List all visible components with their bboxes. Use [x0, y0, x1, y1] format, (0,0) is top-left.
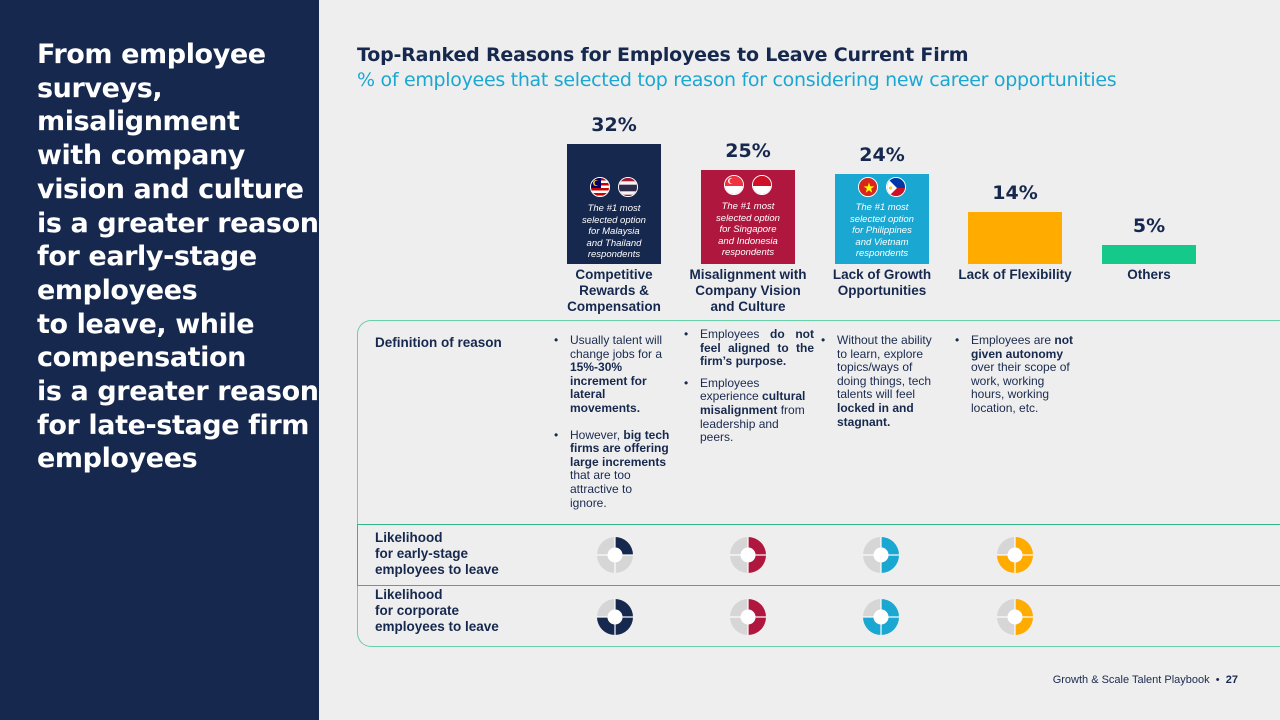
footer-separator: •: [1215, 674, 1220, 686]
donut-hole: [1007, 547, 1023, 563]
singapore-flag-icon: [724, 175, 744, 196]
value-label: 24%: [859, 144, 905, 166]
footer-text: Growth & Scale Talent Playbook: [1052, 674, 1210, 686]
bar-competitive-rewards: The #1 most selected option for Malaysia…: [567, 144, 661, 264]
likelihood-early-misalignment: [730, 537, 767, 573]
early-stage-row: [357, 524, 1280, 586]
likelihood-corporate-lack-of-flexibility: [997, 599, 1034, 635]
likelihood-early-lack-of-growth: [863, 537, 900, 573]
headline-line: is a greater reason: [37, 376, 319, 408]
donut-hole: [740, 609, 756, 625]
category-label: Lack of Flexibility: [958, 267, 1072, 282]
value-label: 14%: [992, 181, 1038, 204]
headline-line: for early-stage: [37, 241, 257, 273]
headline-line: vision and culture: [37, 173, 304, 205]
category-label: Lack of Growth Opportunities: [832, 267, 932, 298]
headline-line: with company: [37, 140, 245, 172]
donut-hole: [607, 547, 623, 563]
donut-hole: [607, 609, 623, 625]
headline: From employee surveys, misalignment with…: [37, 38, 319, 476]
value-label: 5%: [1132, 215, 1166, 238]
donut-segment: [615, 537, 633, 555]
headline-line: is a greater reason: [37, 207, 319, 239]
likelihood-corporate-lack-of-growth: [863, 599, 899, 635]
footer: Growth & Scale Talent Playbook • 27: [1053, 674, 1238, 686]
definition-bullet: However, big tech firms are offering lar…: [554, 428, 672, 511]
donut-hole: [873, 609, 889, 625]
headline-line: employees: [37, 274, 198, 306]
headline-line: for late-stage firm: [37, 409, 309, 441]
category-label: Competitive Rewards & Compensation: [567, 267, 661, 314]
definition-competitive-rewards: Usually talent will change jobs for a 15…: [554, 333, 672, 523]
indonesia-flag-icon: [752, 175, 772, 196]
chart-title: Top-Ranked Reasons for Employees to Leav…: [357, 44, 969, 66]
headline-line: misalignment: [37, 106, 240, 138]
likelihood-corporate-misalignment: [730, 599, 767, 635]
category-label: Misalignment with Company Vision and Cul…: [689, 267, 807, 314]
category-label: Others: [1127, 267, 1171, 282]
malaysia-flag-icon: [590, 177, 610, 197]
definition-table: [357, 320, 1280, 647]
left-panel: From employee surveys, misalignment with…: [0, 0, 319, 720]
headline-line: employees: [37, 443, 198, 475]
headline-line: surveys,: [37, 72, 163, 104]
definition-bullet: Employees are not given autonomy over th…: [955, 333, 1081, 416]
bar-note: The #1 most selected option for Malaysia…: [582, 203, 646, 260]
definition-row-label: Definition of reason: [375, 335, 502, 350]
bar-misalignment: The #1 most selected option for Singapor…: [701, 170, 795, 264]
flag-group: [701, 175, 795, 196]
value-label: 25%: [725, 140, 771, 163]
likelihood-early-lack-of-flexibility: [997, 537, 1033, 573]
bar-note: The #1 most selected option for Philippi…: [850, 202, 914, 259]
corporate-row-label: Likelihood for corporate employees to le…: [375, 587, 499, 634]
flag-group: [567, 177, 661, 197]
donut-segment: [863, 599, 899, 635]
value-label: 32%: [591, 114, 637, 136]
donut-segment: [597, 599, 633, 635]
definition-bullet: Usually talent will change jobs for a 15…: [554, 333, 672, 416]
bar-lack-of-flexibility: [968, 211, 1062, 264]
thailand-flag-icon: [618, 177, 638, 197]
definition-bullet: Employees experience cultural misalignme…: [684, 376, 814, 445]
donut-segment: [997, 537, 1033, 573]
flag-group: [835, 177, 929, 197]
donut-hole: [1007, 609, 1023, 625]
donut-hole: [873, 547, 889, 563]
headline-line: From employee: [37, 39, 266, 70]
definition-bullet: Employees do not feel aligned to the fir…: [684, 327, 814, 369]
definition-bullet: Without the ability to learn, explore to…: [821, 333, 945, 429]
definition-misalignment: Employees do not feel aligned to the fir…: [684, 327, 814, 458]
donut-hole: [740, 547, 756, 563]
likelihood-corporate-competitive-rewards: [597, 599, 633, 635]
vietnam-flag-icon: [858, 177, 878, 197]
chart-subtitle: % of employees that selected top reason …: [357, 69, 1117, 91]
bar-note: The #1 most selected option for Singapor…: [716, 201, 780, 259]
page-number: 27: [1225, 674, 1238, 686]
headline-line: to leave, while: [37, 308, 255, 340]
bar-lack-of-growth: The #1 most selected option for Philippi…: [835, 174, 929, 264]
philippines-flag-icon: [886, 177, 906, 197]
headline-line: compensation: [37, 342, 246, 374]
likelihood-early-competitive-rewards: [597, 537, 633, 573]
definition-lack-of-flexibility: Employees are not given autonomy over th…: [955, 333, 1081, 429]
definition-lack-of-growth: Without the ability to learn, explore to…: [821, 333, 945, 442]
early-stage-row-label: Likelihood for early-stage employees to …: [375, 530, 499, 577]
bar-others: [1102, 245, 1196, 264]
